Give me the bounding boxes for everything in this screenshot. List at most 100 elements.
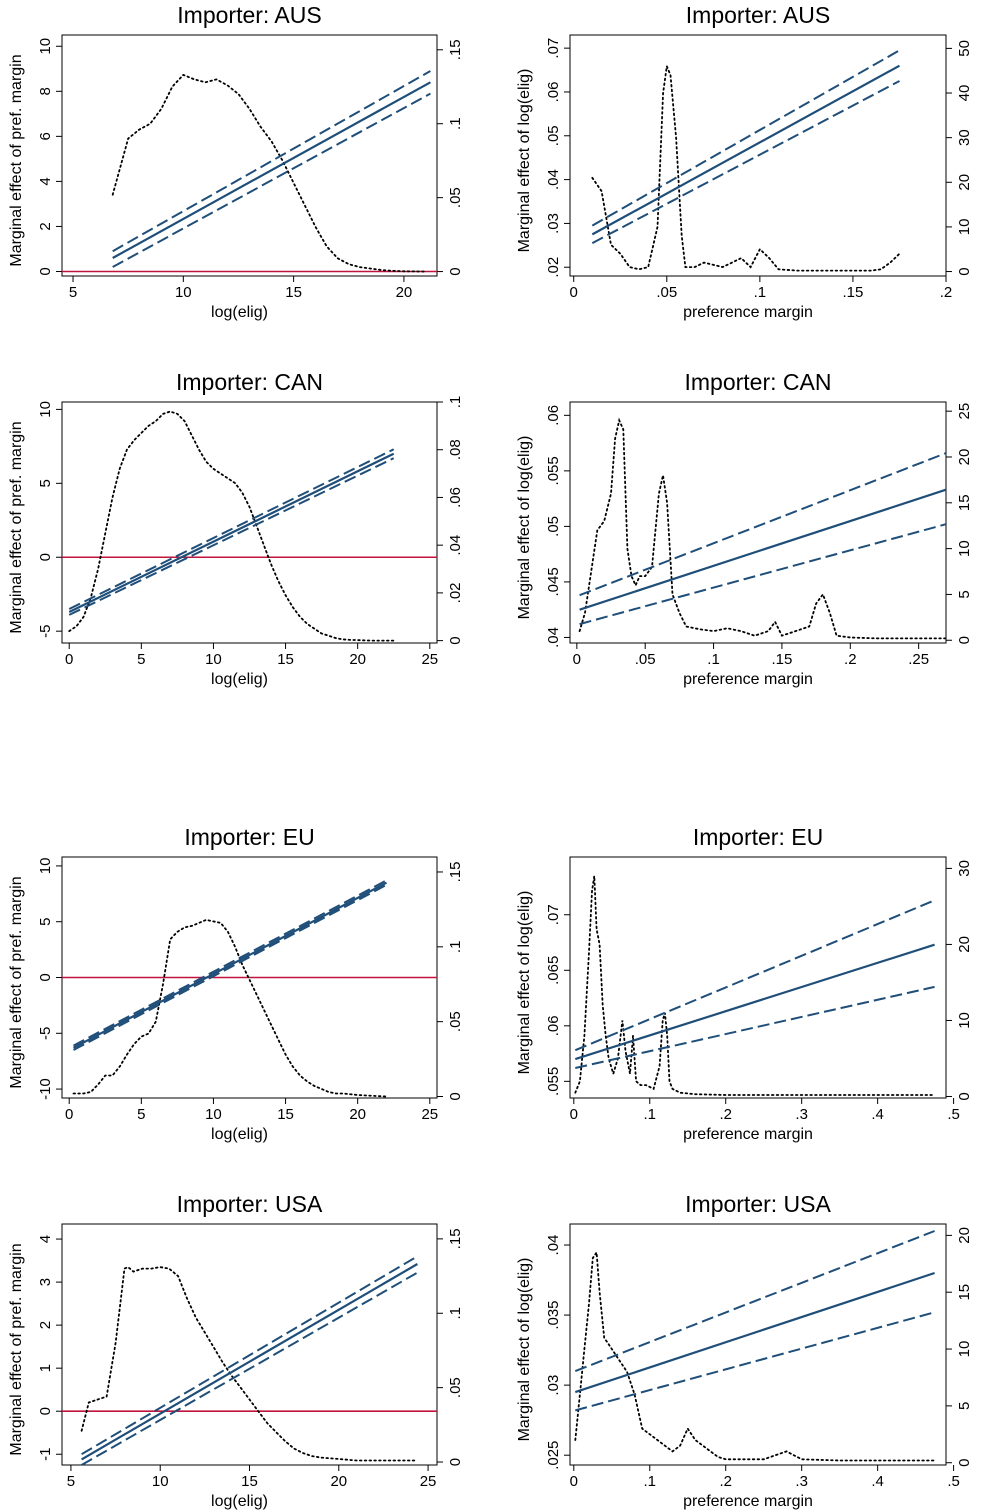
chart-5-y2-tick-label: .15 <box>447 862 464 883</box>
chart-3-y2-tick-label: .06 <box>447 487 464 508</box>
chart-4-y-tick-label: .06 <box>545 405 562 426</box>
chart-4-y-tick-label: .04 <box>545 627 562 648</box>
chart-6-y-tick-label: .07 <box>545 904 562 925</box>
chart-2-marginal-effect-line <box>591 64 901 236</box>
chart-7-title: Importer: USA <box>177 1191 323 1217</box>
chart-2-ci-upper-line <box>591 49 900 227</box>
chart-2-y2-tick-label: 20 <box>956 174 973 191</box>
chart-6-plot-frame <box>569 856 947 1099</box>
chart-5-x-tick-label: 10 <box>205 1106 222 1123</box>
chart-7-y-tick-label: -1 <box>37 1448 54 1461</box>
chart-6-ci-upper-line <box>574 899 935 1052</box>
chart-8-x-tick-label: .1 <box>643 1473 656 1490</box>
chart-5-x-tick-label: 0 <box>65 1106 73 1123</box>
chart-4-y2-tick-label: 15 <box>956 494 973 511</box>
chart-2-ci-lower-line <box>591 80 900 244</box>
chart-7-y-axis-label: Marginal effect of pref. margin <box>8 1243 25 1455</box>
chart-5-y-tick-label: 10 <box>37 858 54 875</box>
chart-8-y2-tick-label: 15 <box>956 1284 973 1301</box>
chart-2-y-tick-label: .07 <box>545 38 562 59</box>
chart-4-marginal-effect-line <box>579 488 947 611</box>
chart-3-y2-tick-label: .02 <box>447 582 464 603</box>
chart-3-ci-upper-line <box>68 448 395 610</box>
chart-5-x-tick-label: 20 <box>349 1106 366 1123</box>
chart-8-plot-frame <box>569 1223 947 1466</box>
chart-8-y-axis-label: Marginal effect of log(elig) <box>516 1258 533 1442</box>
chart-5-x-tick-label: 15 <box>277 1106 294 1123</box>
chart-5-ci-upper-line <box>73 879 387 1047</box>
chart-4-ci-lower-line <box>579 523 947 626</box>
chart-8-marginal-effect-line <box>574 1271 935 1394</box>
chart-6-title: Importer: EU <box>693 824 823 850</box>
chart-1-x-tick-label: 20 <box>396 284 413 301</box>
chart-2-y-tick-label: .04 <box>545 169 562 190</box>
chart-2-plot-frame <box>569 34 947 277</box>
chart-7-y2-tick-label: .15 <box>447 1228 464 1249</box>
chart-5-x-tick-label: 25 <box>421 1106 438 1123</box>
chart-7-marginal-effect-line <box>81 1263 418 1461</box>
chart-6-x-tick-label: .5 <box>947 1106 960 1123</box>
chart-7-y-tick-label: 2 <box>37 1321 54 1329</box>
chart-4-plot-frame <box>569 401 947 644</box>
chart-3-y2-tick-label: .08 <box>447 439 464 460</box>
chart-3-x-tick-label: 0 <box>65 651 73 668</box>
chart-7-y-tick-label: 3 <box>37 1278 54 1286</box>
chart-5-y2-tick-label: .05 <box>447 1011 464 1032</box>
chart-1-y-tick-label: 10 <box>37 38 54 55</box>
chart-2-x-tick-label: .1 <box>754 284 767 301</box>
chart-2-x-axis-label: preference margin <box>683 304 813 321</box>
chart-1-x-tick-label: 10 <box>175 284 192 301</box>
chart-2-y-tick-label: .05 <box>545 125 562 146</box>
chart-6-marginal-effect-line <box>574 943 935 1061</box>
chart-4-y2-tick-label: 20 <box>956 449 973 466</box>
chart-4-x-tick-label: .05 <box>635 651 656 668</box>
chart-7-y-tick-label: 4 <box>37 1235 54 1243</box>
chart-8-x-tick-label: .3 <box>795 1473 808 1490</box>
chart-1-x-tick-label: 15 <box>285 284 302 301</box>
chart-3-y2-tick-label: .1 <box>447 396 464 409</box>
chart-7-x-tick-label: 5 <box>67 1473 75 1490</box>
chart-2-title: Importer: AUS <box>686 2 830 28</box>
chart-5-x-axis-label: log(elig) <box>211 1126 268 1143</box>
chart-5-y-tick-label: 5 <box>37 918 54 926</box>
chart-7-y-tick-label: 1 <box>37 1364 54 1372</box>
chart-7-x-tick-label: 10 <box>152 1473 169 1490</box>
chart-6-y-tick-label: .065 <box>545 956 562 985</box>
chart-5-density-curve <box>72 918 388 1098</box>
chart-2-density-curve <box>591 62 901 272</box>
chart-2-x-tick-label: .05 <box>656 284 677 301</box>
chart-7-panel: Importer: USA 5 10 15 20 25 log(elig) -1 0 1 2 3 4 Ma… <box>8 1191 464 1510</box>
chart-1-y-tick-label: 0 <box>37 267 54 275</box>
chart-6-x-tick-label: .2 <box>719 1106 732 1123</box>
chart-7-x-tick-label: 25 <box>420 1473 437 1490</box>
chart-8-panel: Importer: USA 0 .1 .2 .3 .4 .5 preference margi… <box>516 1191 973 1510</box>
chart-5-y-tick-label: -10 <box>37 1078 54 1100</box>
chart-1-y2-tick-label: .15 <box>447 39 464 60</box>
chart-6-y-tick-label: .06 <box>545 1015 562 1036</box>
chart-2-x-tick-label: 0 <box>570 284 578 301</box>
chart-6-y-tick-label: .055 <box>545 1067 562 1096</box>
chart-3-density-curve <box>68 410 395 642</box>
chart-4-y-tick-label: .055 <box>545 456 562 485</box>
chart-8-y2-tick-label: 5 <box>956 1402 973 1410</box>
chart-6-x-tick-label: .1 <box>643 1106 656 1123</box>
chart-3-y-tick-label: 5 <box>37 479 54 487</box>
chart-4-x-tick-label: .15 <box>771 651 792 668</box>
chart-4-y2-tick-label: 10 <box>956 540 973 557</box>
chart-1-y2-tick-label: 0 <box>447 267 464 275</box>
chart-1-marginal-effect-line <box>112 81 431 259</box>
chart-1-ci-lower-line <box>112 92 431 268</box>
chart-8-title: Importer: USA <box>685 1191 831 1217</box>
chart-3-y-tick-label: 0 <box>37 553 54 561</box>
chart-3-y-tick-label: 10 <box>37 401 54 418</box>
chart-6-y2-tick-label: 20 <box>956 936 973 953</box>
chart-5-y2-tick-label: 0 <box>447 1092 464 1100</box>
chart-2-y-tick-label: .02 <box>545 257 562 278</box>
chart-3-x-tick-label: 10 <box>205 651 222 668</box>
chart-6-x-tick-label: .3 <box>795 1106 808 1123</box>
chart-1-plot-frame <box>61 34 438 277</box>
chart-1-x-axis-label: log(elig) <box>211 304 268 321</box>
chart-7-y-tick-label: 0 <box>37 1407 54 1415</box>
chart-2-y2-tick-label: 30 <box>956 129 973 146</box>
